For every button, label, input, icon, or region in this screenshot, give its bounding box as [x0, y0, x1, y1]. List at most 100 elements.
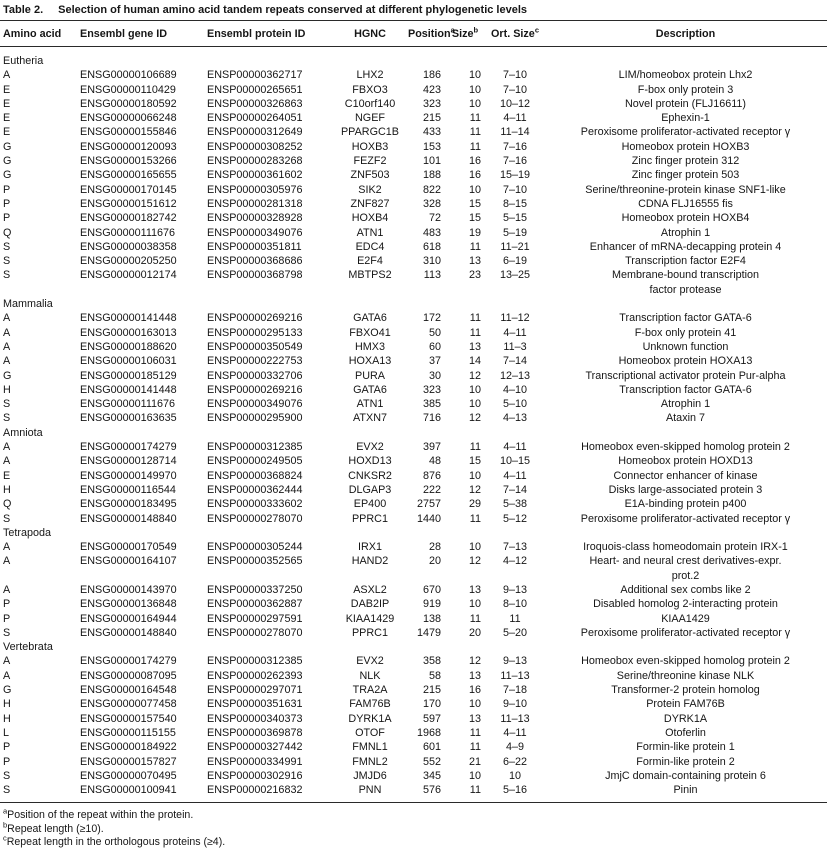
cell-amino-acid: G — [3, 169, 12, 182]
table-row: E ENSG00000149970 ENSP00000368824 CNKSR2 876… — [0, 469, 827, 483]
cell-ort-size: 6–22 — [502, 755, 528, 768]
cell-amino-acid: A — [3, 455, 11, 468]
cell-description: Membrane-bound transcription factor prot… — [611, 269, 760, 296]
cell-hgnc: GATA6 — [353, 312, 387, 325]
cell-protein-id: ENSP00000350549 — [207, 340, 303, 353]
cell-hgnc: TRA2A — [352, 684, 388, 697]
cell-protein-id: ENSP00000362887 — [207, 598, 303, 611]
cell-gene-id: ENSG00000148840 — [80, 626, 177, 639]
cell-size: 13 — [468, 669, 481, 682]
cell-hgnc: ZNF503 — [350, 169, 390, 182]
cell-hgnc: CNKSR2 — [348, 469, 392, 482]
column-header-description: Description — [544, 21, 827, 47]
footnotes: aPosition of the repeat within the prote… — [0, 803, 827, 849]
cell-protein-id: ENSP00000333602 — [207, 498, 303, 511]
cell-ort-size: 8–15 — [502, 197, 528, 210]
cell-amino-acid: A — [3, 555, 11, 568]
table-row: H ENSG00000116544 ENSP00000362444 DLGAP3 222… — [0, 483, 827, 497]
cell-position: 50 — [428, 326, 441, 339]
cell-size: 15 — [468, 197, 481, 210]
cell-ort-size: 4–10 — [502, 383, 528, 396]
cell-ort-size: 7–14 — [502, 355, 528, 368]
cell-amino-acid: A — [3, 355, 11, 368]
cell-gene-id: ENSG00000151612 — [80, 197, 177, 210]
cell-amino-acid: A — [3, 326, 11, 339]
table-row: H ENSG00000077458 ENSP00000351631 FAM76B 170… — [0, 697, 827, 711]
cell-position: 433 — [422, 126, 441, 139]
cell-ort-size: 7–13 — [502, 541, 528, 554]
cell-size: 11 — [469, 312, 481, 325]
cell-protein-id: ENSP00000368824 — [207, 469, 303, 482]
cell-hgnc: ATN1 — [356, 398, 384, 411]
cell-position: 72 — [428, 212, 441, 225]
footnote: aPosition of the repeat within the prote… — [3, 806, 194, 822]
cell-gene-id: ENSG00000157540 — [80, 712, 177, 725]
cell-position: 30 — [428, 369, 441, 382]
cell-size: 11 — [469, 726, 481, 739]
cell-ort-size: 10–12 — [499, 97, 531, 110]
column-header-protein-id: Ensembl protein ID — [200, 21, 332, 47]
cell-ort-size: 7–16 — [502, 140, 528, 153]
cell-hgnc: JMJD6 — [353, 769, 387, 782]
cell-ort-size: 11–21 — [500, 240, 530, 253]
table-row: P ENSG00000184922 ENSP00000327442 FMNL1 601 1… — [0, 740, 827, 754]
cell-amino-acid: E — [3, 83, 11, 96]
cell-size: 10 — [468, 469, 481, 482]
cell-ort-size: 5–12 — [502, 512, 528, 525]
cell-description: Transformer-2 protein homolog — [611, 684, 760, 697]
table-row: Q ENSG00000111676 ENSP00000349076 ATN1 483 19… — [0, 226, 827, 240]
cell-amino-acid: E — [3, 97, 11, 110]
cell-amino-acid: S — [3, 769, 11, 782]
cell-size: 11 — [469, 126, 481, 139]
cell-ort-size: 9–13 — [502, 583, 528, 596]
table-row: S ENSG00000100941 ENSP00000216832 PNN 576 11 5… — [0, 783, 827, 803]
cell-hgnc: MBTPS2 — [348, 269, 392, 282]
cell-hgnc: PURA — [355, 369, 385, 382]
cell-hgnc: LHX2 — [356, 69, 384, 82]
cell-amino-acid: H — [3, 483, 11, 496]
cell-hgnc: DYRK1A — [348, 712, 392, 725]
cell-position: 138 — [422, 612, 441, 625]
cell-position: 215 — [422, 112, 441, 125]
cell-size: 12 — [468, 655, 481, 668]
table-row: A ENSG00000106689 ENSP00000362717 LHX2 186 10… — [0, 68, 827, 82]
cell-amino-acid: E — [3, 112, 11, 125]
cell-size: 11 — [469, 326, 481, 339]
table-row: A ENSG00000170549 ENSP00000305244 IRX1 28 10 7… — [0, 540, 827, 554]
cell-protein-id: ENSP00000216832 — [207, 784, 303, 797]
cell-gene-id: ENSG00000115155 — [80, 726, 176, 739]
cell-amino-acid: S — [3, 784, 11, 797]
cell-position: 101 — [422, 155, 441, 168]
cell-hgnc: FBXO3 — [352, 83, 388, 96]
cell-description: Iroquois-class homeodomain protein IRX-1 — [583, 541, 788, 554]
cell-protein-id: ENSP00000295133 — [207, 326, 303, 339]
cell-hgnc: FMNL2 — [352, 755, 388, 768]
cell-size: 16 — [468, 684, 481, 697]
cell-ort-size: 13–25 — [499, 269, 531, 282]
cell-size: 10 — [468, 383, 481, 396]
cell-hgnc: FMNL1 — [352, 741, 388, 754]
cell-position: 385 — [422, 398, 441, 411]
cell-size: 11 — [469, 741, 481, 754]
cell-description: Zinc finger protein 312 — [631, 155, 740, 168]
cell-ort-size: 5–20 — [502, 626, 528, 639]
cell-gene-id: ENSG00000148840 — [80, 512, 177, 525]
cell-description: Heart- and neural crest derivatives-expr… — [589, 555, 782, 582]
cell-hgnc: E2F4 — [357, 255, 383, 268]
cell-position: 20 — [428, 555, 441, 568]
cell-size: 10 — [468, 183, 481, 196]
footnote-superscript: a — [3, 806, 8, 816]
cell-ort-size: 7–14 — [502, 483, 528, 496]
cell-ort-size: 11–14 — [500, 126, 530, 139]
cell-ort-size: 4–11 — [503, 112, 527, 125]
table-row: G ENSG00000164548 ENSP00000297071 TRA2A 215 1… — [0, 683, 827, 697]
cell-position: 397 — [422, 441, 441, 454]
cell-position: 716 — [422, 412, 441, 425]
cell-position: 37 — [428, 355, 441, 368]
cell-ort-size: 11–13 — [500, 712, 530, 725]
cell-hgnc: SIK2 — [358, 183, 382, 196]
amino-acid-repeats-table: Amino acid Ensembl gene ID Ensembl protein… — [0, 21, 827, 804]
cell-hgnc: PPRC1 — [351, 512, 388, 525]
cell-protein-id: ENSP00000269216 — [207, 312, 303, 325]
